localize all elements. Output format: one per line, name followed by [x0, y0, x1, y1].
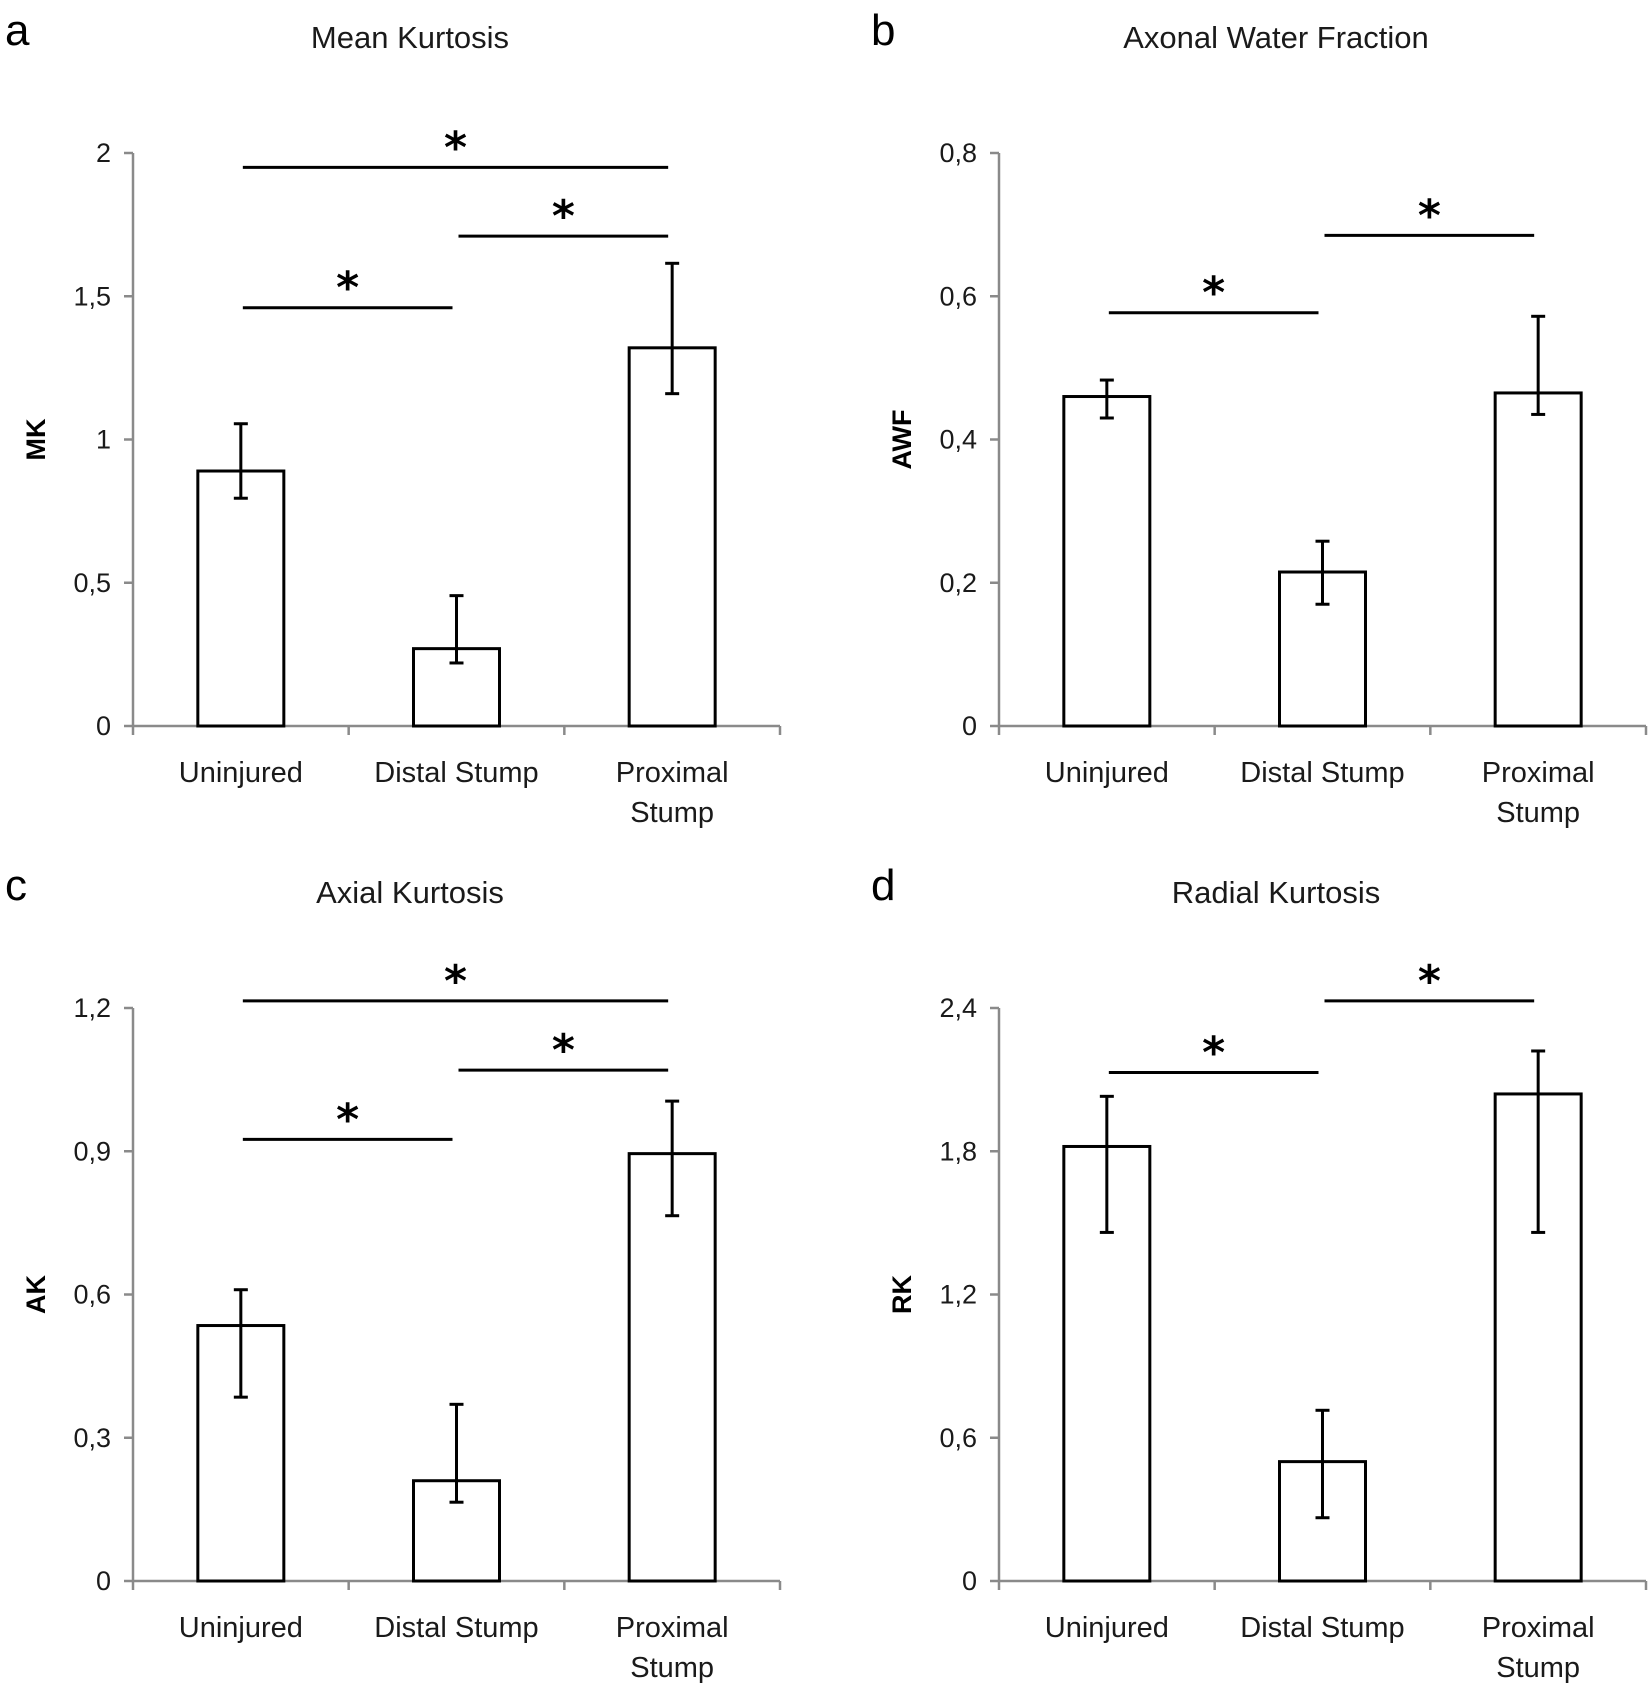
y-tick-label: 0,6 [73, 1280, 111, 1310]
panel-c: c Axial Kurtosis 0 0,3 0,6 0,9 1,2 AK Uninjured D… [5, 861, 782, 1684]
category-label-line: Uninjured [179, 1612, 303, 1644]
bar [627, 346, 717, 728]
significance-star: * [444, 956, 467, 1007]
category-label: Uninjured [1045, 1612, 1169, 1644]
significance-star: * [1202, 1027, 1225, 1078]
y-tick-label: 0,9 [73, 1136, 111, 1166]
category-label-line: Stump [1496, 1652, 1580, 1684]
category-label: Distal Stump [1240, 757, 1404, 789]
bar [196, 469, 286, 728]
category-label: Uninjured [179, 757, 303, 789]
significance-star: * [336, 263, 359, 314]
significance-star: * [1418, 956, 1441, 1007]
chart-title: Axonal Water Fraction [1123, 20, 1429, 55]
category-label: Distal Stump [374, 1612, 538, 1644]
category-label-line: Uninjured [179, 757, 303, 789]
panel-letter: c [5, 861, 27, 910]
y-tick-label: 0,6 [939, 281, 977, 311]
y-tick-label: 1,2 [73, 993, 111, 1023]
category-label-line: Distal Stump [374, 1612, 538, 1644]
panel-b: b Axonal Water Fraction 0 0,2 0,4 0,6 0,8 AWF Un… [871, 6, 1648, 829]
bar [1493, 391, 1583, 728]
category-label-line: Distal Stump [374, 757, 538, 789]
category-label-line: Proximal [616, 757, 729, 789]
panel-d: d Radial Kurtosis 0 0,6 1,2 1,8 2,4 RK Uninjured… [871, 861, 1648, 1684]
y-axis-label: AWF [887, 410, 917, 470]
category-label-line: Proximal [1482, 757, 1595, 789]
category-label: Uninjured [179, 1612, 303, 1644]
y-tick-label: 2,4 [939, 993, 977, 1023]
category-label-line: Uninjured [1045, 757, 1169, 789]
category-label: Uninjured [1045, 757, 1169, 789]
y-tick-label: 1,2 [939, 1280, 977, 1310]
category-label-line: Distal Stump [1240, 757, 1404, 789]
y-tick-label: 0,3 [73, 1423, 111, 1453]
y-tick-label: 2 [96, 138, 111, 168]
category-label: Proximal Stump [616, 1612, 729, 1684]
bar [412, 647, 501, 728]
y-axis-label: AK [21, 1275, 51, 1314]
chart-title: Radial Kurtosis [1172, 875, 1380, 910]
category-label: Distal Stump [1240, 1612, 1404, 1644]
y-tick-label: 0 [962, 1566, 977, 1596]
bar [627, 1152, 717, 1583]
y-tick-label: 0 [96, 1566, 111, 1596]
significance-star: * [444, 122, 467, 173]
significance-star: * [552, 191, 575, 242]
bar [1062, 395, 1152, 728]
significance-star: * [1418, 190, 1441, 241]
category-label-line: Uninjured [1045, 1612, 1169, 1644]
panel-letter: a [5, 6, 30, 55]
category-label: Proximal Stump [616, 757, 729, 829]
panel-a: a Mean Kurtosis 0 0,5 1 1,5 2 MK Uninjured Distal… [5, 6, 782, 829]
category-label: Proximal Stump [1482, 1612, 1595, 1684]
y-tick-label: 1,8 [939, 1136, 977, 1166]
category-label: Distal Stump [374, 757, 538, 789]
category-label-line: Proximal [616, 1612, 729, 1644]
y-tick-label: 0,8 [939, 138, 977, 168]
chart-title: Axial Kurtosis [316, 875, 504, 910]
panel-letter: d [871, 861, 895, 910]
y-tick-label: 0 [962, 711, 977, 741]
category-label-line: Stump [1496, 797, 1580, 829]
category-label-line: Distal Stump [1240, 1612, 1404, 1644]
significance-star: * [336, 1094, 359, 1145]
y-tick-label: 1 [96, 425, 111, 455]
category-label-line: Stump [630, 797, 714, 829]
y-tick-label: 0,2 [939, 568, 977, 598]
significance-star: * [552, 1025, 575, 1076]
category-label-line: Stump [630, 1652, 714, 1684]
panel-letter: b [871, 6, 895, 55]
y-tick-label: 0 [96, 711, 111, 741]
y-tick-label: 0,6 [939, 1423, 977, 1453]
y-tick-label: 0,4 [939, 425, 977, 455]
y-axis-label: RK [887, 1275, 917, 1314]
category-label: Proximal Stump [1482, 757, 1595, 829]
significance-star: * [1202, 268, 1225, 319]
category-label-line: Proximal [1482, 1612, 1595, 1644]
y-tick-label: 0,5 [73, 568, 111, 598]
y-tick-label: 1,5 [73, 281, 111, 311]
y-axis-label: MK [21, 418, 51, 460]
chart-title: Mean Kurtosis [311, 20, 509, 55]
